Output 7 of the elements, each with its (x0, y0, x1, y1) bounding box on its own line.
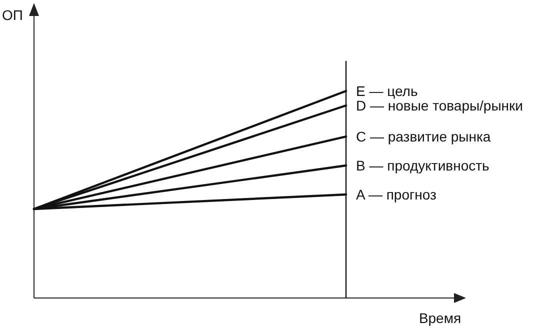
series-label: D — новые товары/рынки (356, 97, 523, 114)
series-label: C — развитие рынка (356, 128, 491, 145)
y-axis-title: ОП (2, 7, 23, 23)
series-label: E — цель (356, 83, 418, 99)
series-label: A — прогноз (356, 186, 436, 202)
series-label: B — продуктивность (356, 158, 490, 174)
x-axis-title: Время (418, 310, 462, 326)
